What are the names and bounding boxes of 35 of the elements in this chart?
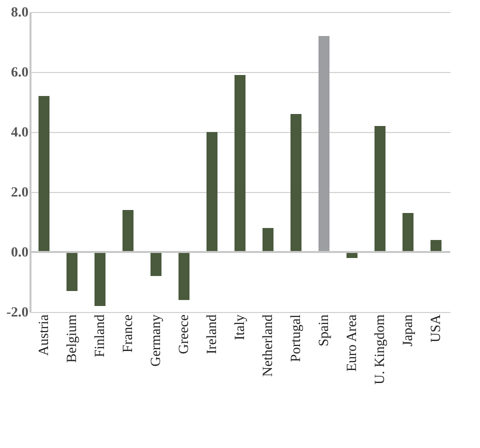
x-tick-label: Italy — [233, 314, 248, 340]
bar — [318, 36, 330, 252]
bar — [234, 75, 246, 252]
y-tick-label: 0.0 — [11, 246, 28, 260]
bar — [38, 96, 50, 252]
x-tick-label: France — [121, 314, 136, 353]
bar — [122, 210, 134, 252]
y-tick-label: 8.0 — [11, 6, 28, 20]
x-tick-label: Germany — [149, 314, 164, 367]
bar — [94, 252, 106, 306]
bar — [262, 228, 274, 252]
y-tick-label: -2.0 — [6, 306, 28, 320]
x-tick-label: Greece — [177, 314, 192, 354]
bar — [66, 252, 78, 291]
bar — [290, 114, 302, 252]
bar — [430, 240, 442, 252]
y-tick-label: 6.0 — [11, 66, 28, 80]
x-tick-label: Euro Area — [345, 314, 360, 372]
x-tick-label: Japan — [401, 314, 416, 346]
x-tick-label: Austria — [37, 314, 52, 356]
y-tick-label: 2.0 — [11, 186, 28, 200]
bar — [178, 252, 190, 300]
x-tick-label: Finland — [93, 314, 108, 358]
x-tick-label: Portugal — [289, 314, 304, 362]
bar — [206, 132, 218, 252]
x-tick-label: Netherland — [261, 314, 276, 377]
bar — [150, 252, 162, 276]
x-tick-label: Belgium — [65, 314, 80, 363]
x-tick-label: USA — [429, 314, 444, 343]
x-tick-label: Spain — [317, 314, 332, 346]
bar — [402, 213, 414, 252]
bar — [374, 126, 386, 252]
x-tick-label: Ireland — [205, 314, 220, 354]
x-tick-label: U. Kingdom — [373, 314, 388, 384]
y-tick-label: 4.0 — [11, 126, 28, 140]
